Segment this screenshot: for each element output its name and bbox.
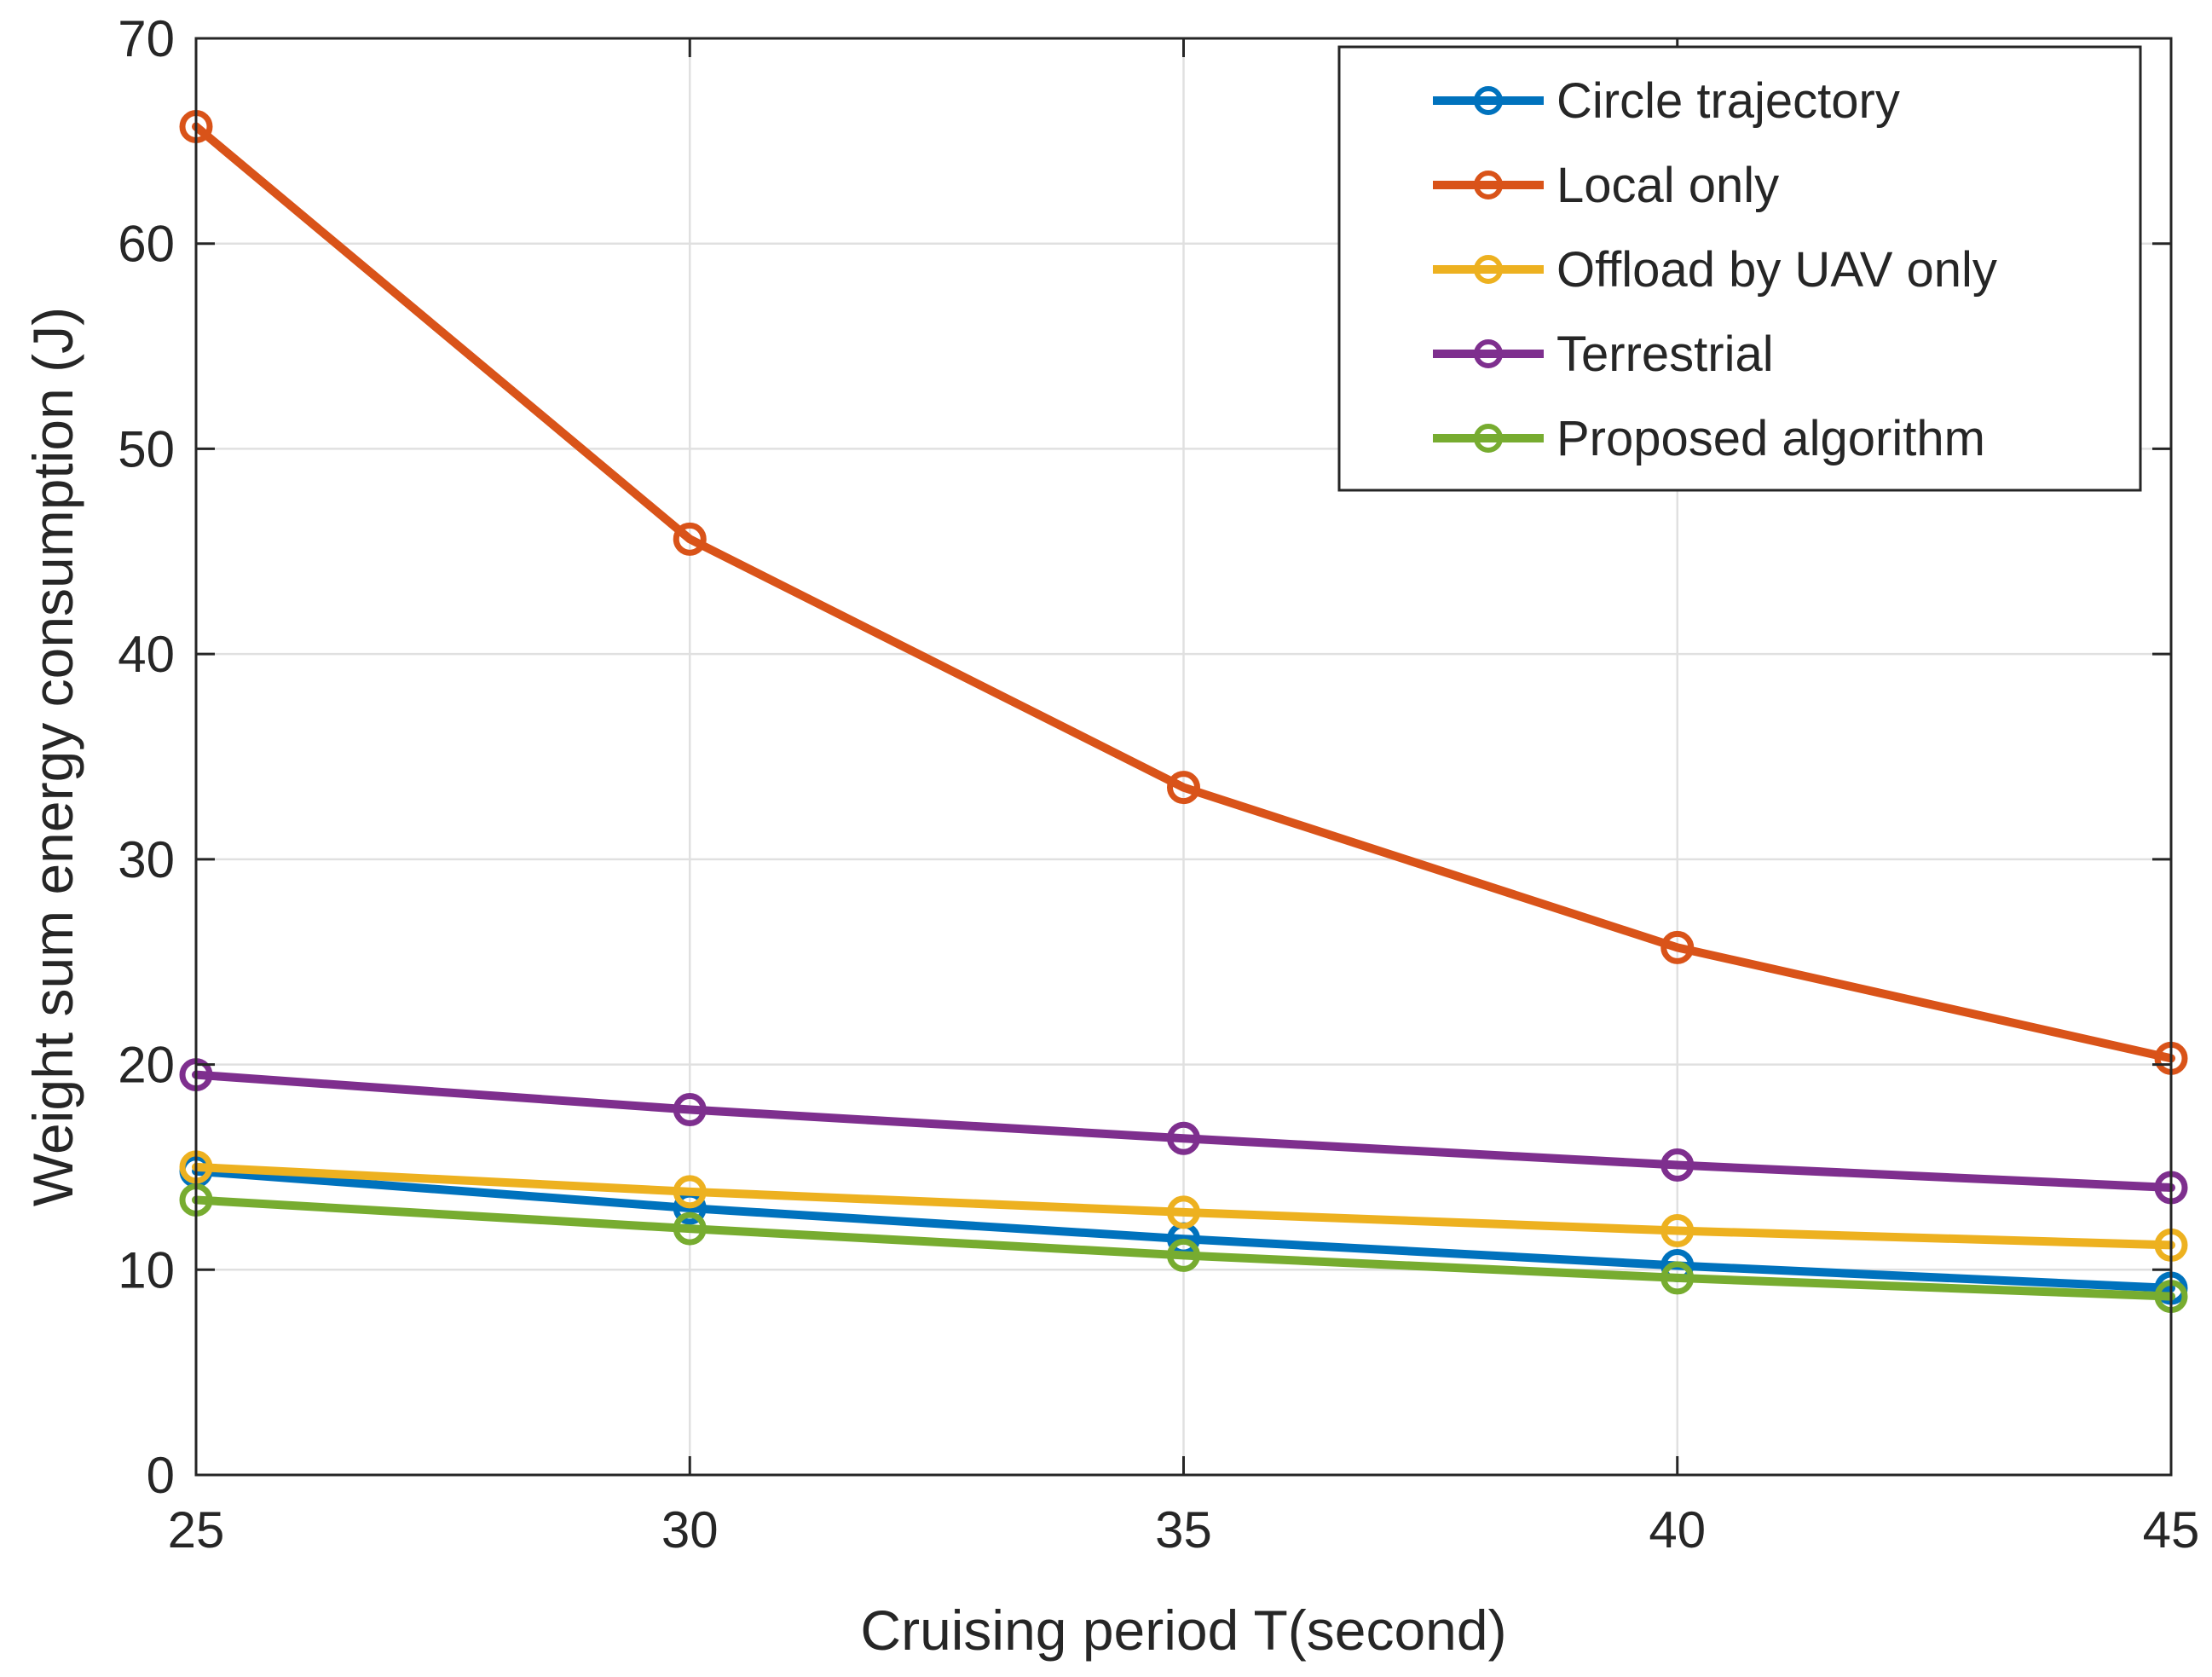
data-point — [1167, 1238, 1200, 1272]
legend-label: Circle trajectory — [1556, 73, 1900, 129]
data-point — [1660, 930, 1695, 964]
legend-marker — [1474, 339, 1503, 368]
data-point — [673, 522, 707, 556]
legend-label: Offload by UAV only — [1556, 242, 1997, 298]
data-point — [1660, 1148, 1695, 1183]
data-point — [1167, 771, 1200, 805]
legend-label: Terrestrial — [1556, 327, 1774, 382]
ticks: 25 30 35 40 45 0 10 20 30 40 50 60 70 — [118, 10, 2199, 1558]
series-line — [192, 1070, 2175, 1192]
y-tick-label: 10 — [118, 1241, 175, 1298]
data-point — [1167, 1195, 1200, 1229]
legend-marker — [1474, 171, 1503, 200]
legend-marker — [1474, 86, 1503, 115]
x-axis-title: Cruising period T(second) — [860, 1599, 1506, 1662]
x-tick-label: 25 — [168, 1501, 225, 1558]
y-tick-label: 40 — [118, 626, 175, 683]
series-group — [179, 110, 2188, 1314]
series-line — [192, 122, 2175, 1063]
series-line — [192, 1195, 2175, 1301]
legend-label: Local only — [1556, 158, 1779, 213]
y-tick-label: 30 — [118, 831, 175, 888]
x-tick-label: 45 — [2143, 1501, 2200, 1558]
legend-item: Local only — [1433, 158, 1779, 213]
data-point — [673, 1211, 707, 1246]
data-point — [673, 1175, 707, 1209]
legend: Circle trajectory Local only Offload by UA… — [1337, 45, 2142, 492]
legend-item: Terrestrial — [1433, 327, 1774, 382]
y-tick-label: 70 — [118, 10, 175, 67]
series-local-only — [179, 110, 2188, 1075]
x-tick-label: 40 — [1649, 1501, 1706, 1558]
data-point — [673, 1093, 707, 1127]
x-tick-label: 30 — [661, 1501, 719, 1558]
legend-item: Offload by UAV only — [1433, 242, 1997, 298]
y-tick-label: 50 — [118, 420, 175, 477]
data-point — [1660, 1261, 1695, 1295]
y-axis-title: Weight sum energy consumption (J) — [21, 307, 84, 1206]
y-tick-label: 20 — [118, 1037, 175, 1094]
legend-item: Circle trajectory — [1433, 73, 1900, 129]
data-point — [1660, 1214, 1695, 1248]
x-tick-label: 35 — [1155, 1501, 1212, 1558]
data-point — [1167, 1121, 1200, 1155]
series-line — [192, 1162, 2175, 1250]
legend-label: Proposed algorithm — [1556, 411, 1985, 466]
y-tick-label: 0 — [147, 1447, 175, 1504]
legend-marker — [1474, 424, 1503, 453]
legend-item: Proposed algorithm — [1433, 411, 1985, 466]
legend-marker — [1474, 255, 1503, 284]
y-tick-label: 60 — [118, 216, 175, 273]
